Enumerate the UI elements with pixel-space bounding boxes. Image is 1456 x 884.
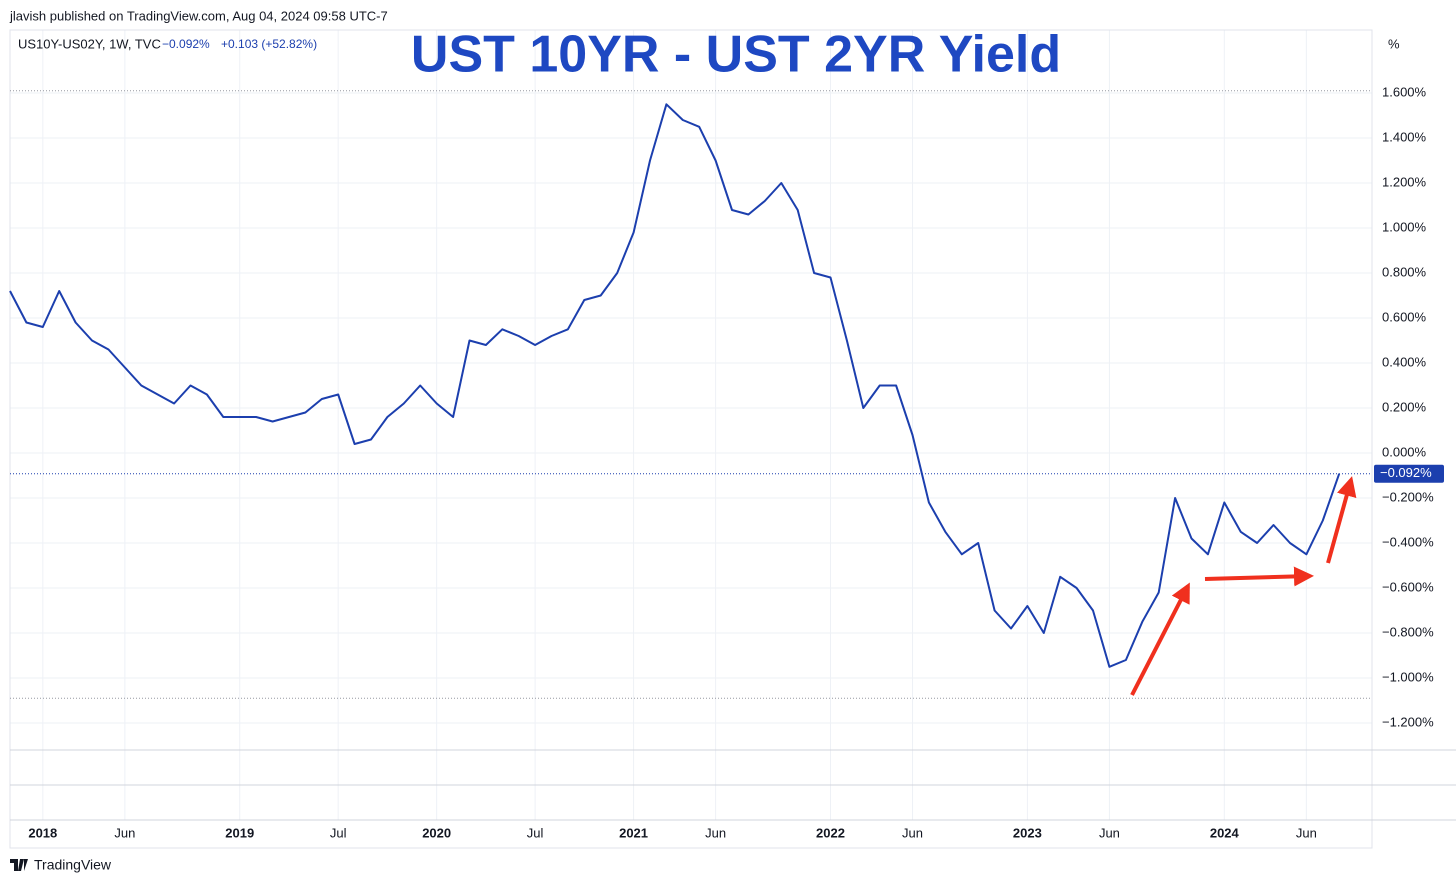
- x-tick-label: Jul: [527, 825, 544, 840]
- y-tick-label: −0.800%: [1382, 624, 1434, 639]
- plot-frame: [9, 29, 1373, 849]
- x-tick-label: Jun: [1296, 825, 1317, 840]
- x-tick-label: 2019: [225, 825, 254, 840]
- arrow: [1130, 582, 1190, 696]
- y-tick-label: 0.000%: [1382, 444, 1427, 459]
- x-tick-label: Jul: [330, 825, 347, 840]
- arrow: [1326, 476, 1357, 564]
- chart-title: UST 10YR - UST 2YR Yield: [411, 26, 1061, 84]
- x-tick-label: 2024: [1210, 825, 1240, 840]
- line: [9, 103, 1341, 668]
- y-tick-label: 1.200%: [1382, 174, 1427, 189]
- brand-name: TradingView: [34, 857, 112, 873]
- last-value: −0.092%: [162, 37, 210, 51]
- y-tick-label: 1.000%: [1382, 219, 1427, 234]
- x-tick-label: Jun: [705, 825, 726, 840]
- change: +0.103 (+52.82%): [221, 37, 317, 51]
- x-tick-label: Jun: [1099, 825, 1120, 840]
- y-tick-label: 1.600%: [1382, 84, 1427, 99]
- x-tick-label: 2020: [422, 825, 451, 840]
- last-label-box: [1374, 464, 1444, 483]
- arrow: [1204, 566, 1314, 587]
- last-label: −0.092%: [1380, 465, 1432, 480]
- y-tick-label: 0.200%: [1382, 399, 1427, 414]
- x-tick-label: 2021: [619, 825, 648, 840]
- y-tick-label: 0.800%: [1382, 264, 1427, 279]
- y-tick-label: 0.600%: [1382, 309, 1427, 324]
- annotation-arrows: [1130, 476, 1357, 696]
- y-tick-label: 1.400%: [1382, 129, 1427, 144]
- y-tick-label: −1.000%: [1382, 669, 1434, 684]
- brand: TradingView: [10, 857, 112, 873]
- grid: [10, 30, 1372, 820]
- x-tick-label: Jun: [114, 825, 135, 840]
- x-tick-label: 2018: [28, 825, 57, 840]
- y-tick-label: 0.400%: [1382, 354, 1427, 369]
- x-tick-label: 2023: [1013, 825, 1042, 840]
- publisher: jlavish published on TradingView.com, Au…: [9, 8, 388, 23]
- y-tick-label: −0.200%: [1382, 489, 1434, 504]
- x-tick-label: Jun: [902, 825, 923, 840]
- x-tick-label: 2022: [816, 825, 845, 840]
- y-unit: %: [1388, 36, 1400, 51]
- y-tick-label: −0.400%: [1382, 534, 1434, 549]
- symbol: US10Y-US02Y, 1W, TVC: [18, 36, 161, 51]
- y-tick-label: −0.600%: [1382, 579, 1434, 594]
- y-tick-label: −1.200%: [1382, 714, 1434, 729]
